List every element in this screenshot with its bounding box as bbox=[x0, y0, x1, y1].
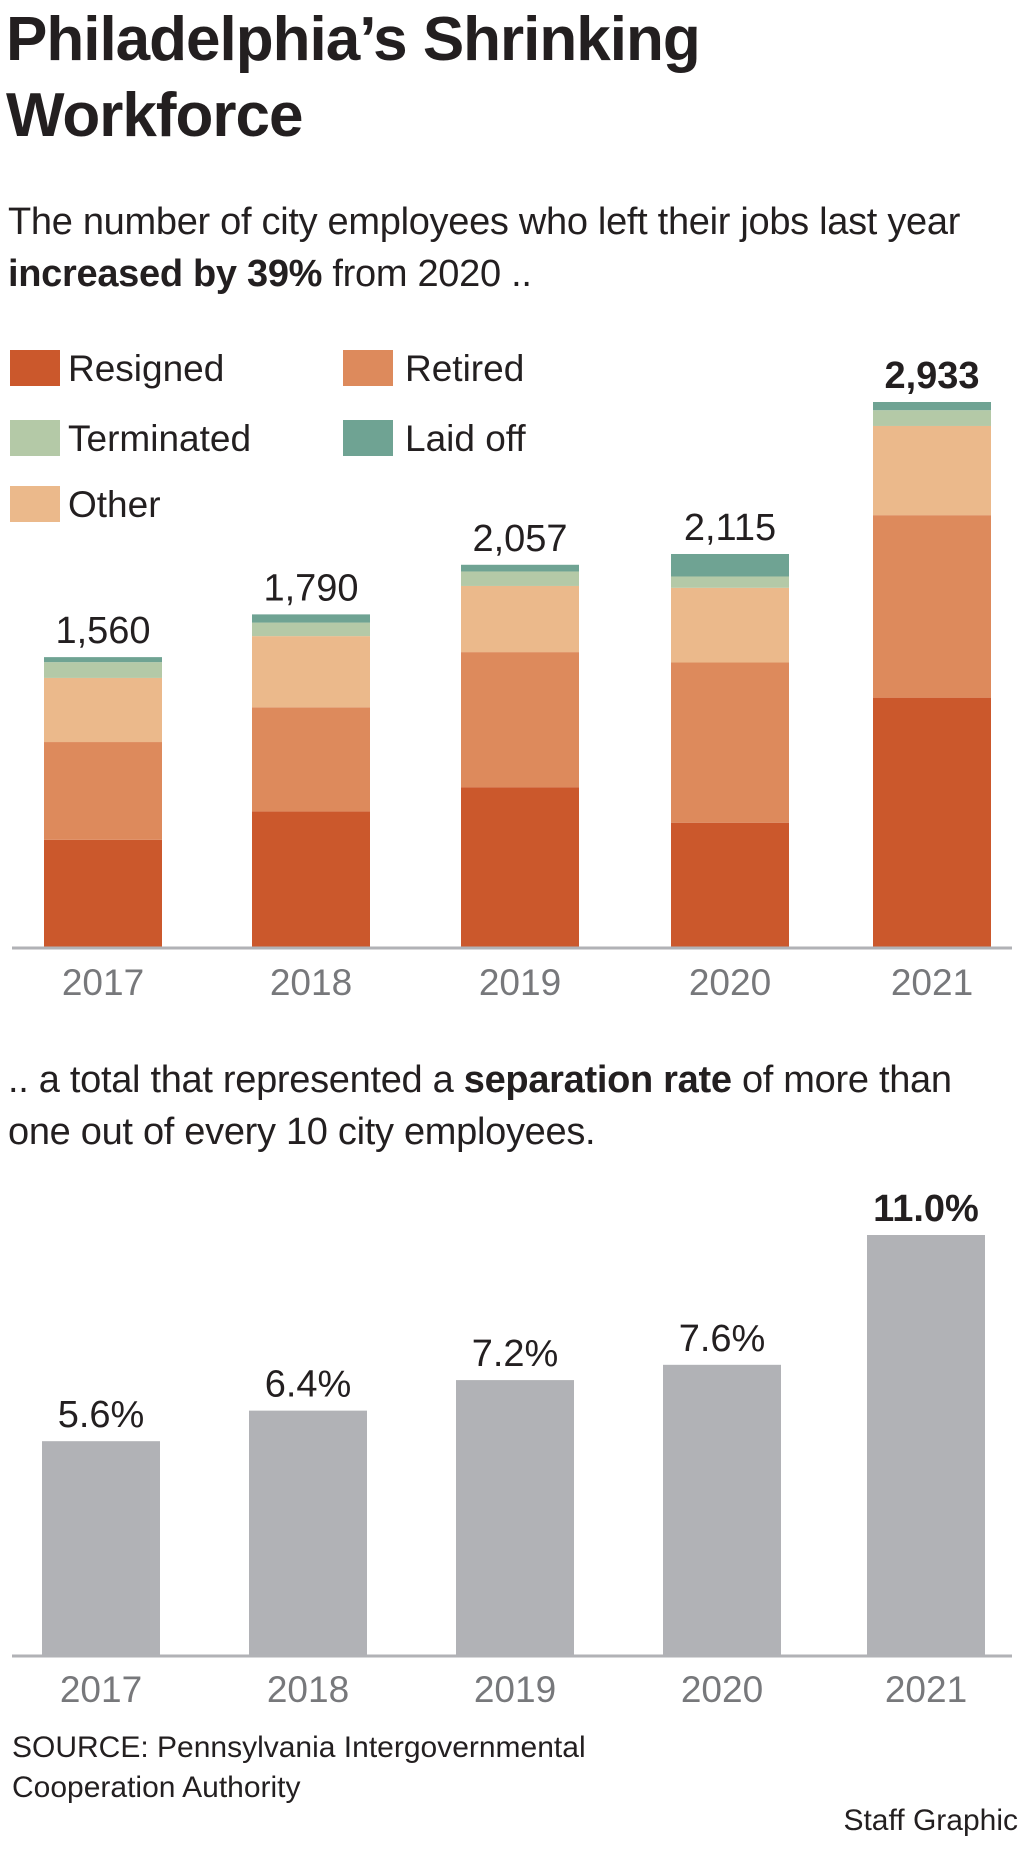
x-tick-label: 2019 bbox=[474, 1669, 556, 1710]
legend-swatch-retired bbox=[343, 350, 393, 386]
intro-bold: increased by 39% bbox=[8, 253, 323, 295]
x-tick-label: 2020 bbox=[681, 1669, 763, 1710]
intro-before: The number of city employees who left th… bbox=[8, 201, 961, 243]
x-tick-label: 2021 bbox=[891, 962, 973, 1003]
legend-swatch-resigned bbox=[10, 350, 60, 386]
bar-segment-laid-off-2021 bbox=[873, 402, 991, 411]
legend-label: Terminated bbox=[68, 418, 251, 459]
second-before: .. a total that represented a bbox=[8, 1059, 464, 1101]
total-label: 2,057 bbox=[472, 518, 567, 560]
bar-2018 bbox=[249, 1410, 367, 1655]
total-label: 1,790 bbox=[263, 567, 358, 609]
bar-segment-other-2018 bbox=[252, 636, 370, 708]
total-label: 2,933 bbox=[884, 355, 979, 397]
bar-segment-resigned-2021 bbox=[873, 697, 991, 947]
second-text: .. a total that represented a separation… bbox=[8, 1054, 1008, 1158]
bar-segment-retired-2018 bbox=[252, 707, 370, 812]
legend-label: Resigned bbox=[68, 348, 224, 389]
bar-segment-retired-2017 bbox=[44, 742, 162, 840]
value-label: 11.0% bbox=[873, 1188, 979, 1230]
x-tick-label: 2020 bbox=[689, 962, 771, 1003]
bar-segment-other-2019 bbox=[461, 585, 579, 653]
legend-label: Retired bbox=[405, 348, 524, 389]
legend-label: Other bbox=[68, 484, 161, 525]
bar-segment-laid-off-2020 bbox=[671, 553, 789, 577]
bar-segment-terminated-2021 bbox=[873, 410, 991, 426]
value-label: 5.6% bbox=[58, 1394, 145, 1436]
x-tick-label: 2017 bbox=[60, 1669, 142, 1710]
bar-segment-resigned-2020 bbox=[671, 822, 789, 947]
x-tick-label: 2018 bbox=[270, 962, 352, 1003]
bar-segment-retired-2019 bbox=[461, 652, 579, 788]
credit: Staff Graphic bbox=[843, 1804, 1018, 1837]
value-label: 6.4% bbox=[265, 1364, 352, 1406]
bar-segment-terminated-2017 bbox=[44, 662, 162, 678]
bar-segment-retired-2020 bbox=[671, 662, 789, 823]
legend-swatch-terminated bbox=[10, 420, 60, 456]
bar-segment-terminated-2018 bbox=[252, 622, 370, 637]
x-tick-label: 2018 bbox=[267, 1669, 349, 1710]
x-tick-label: 2017 bbox=[62, 962, 144, 1003]
value-label: 7.2% bbox=[472, 1333, 559, 1375]
bar-segment-terminated-2019 bbox=[461, 571, 579, 586]
total-label: 1,560 bbox=[55, 610, 150, 652]
bar-segment-terminated-2020 bbox=[671, 576, 789, 588]
bar-segment-other-2020 bbox=[671, 587, 789, 663]
intro-after: from 2020 .. bbox=[322, 253, 532, 295]
x-tick-label: 2019 bbox=[479, 962, 561, 1003]
intro-text: The number of city employees who left th… bbox=[8, 196, 1008, 300]
legend-label: Laid off bbox=[405, 418, 526, 459]
chart-title: Philadelphia’s Shrinking Workforce bbox=[6, 5, 701, 150]
legend-swatch-other bbox=[10, 486, 60, 522]
total-label: 2,115 bbox=[684, 507, 776, 549]
bar-segment-other-2021 bbox=[873, 425, 991, 516]
bar-2020 bbox=[663, 1364, 781, 1655]
bar-segment-resigned-2019 bbox=[461, 787, 579, 947]
bar-segment-resigned-2017 bbox=[44, 839, 162, 947]
value-label: 7.6% bbox=[679, 1318, 766, 1360]
bar-segment-retired-2021 bbox=[873, 515, 991, 698]
bar-2021 bbox=[867, 1235, 985, 1655]
bar-segment-laid-off-2019 bbox=[461, 564, 579, 572]
bar-segment-resigned-2018 bbox=[252, 811, 370, 947]
second-bold: separation rate bbox=[463, 1059, 732, 1101]
x-tick-label: 2021 bbox=[885, 1669, 967, 1710]
legend-swatch-laid-off bbox=[343, 420, 393, 456]
source-note: SOURCE: Pennsylvania Intergovernmental C… bbox=[12, 1731, 586, 1804]
second-after: of more than one out of every 10 city em… bbox=[8, 1059, 952, 1153]
bar-segment-other-2017 bbox=[44, 677, 162, 743]
separation-rate-chart: 5.6% 2017 6.4% 2018 7.2% 2019 7.6% 2020 11.0% 202… bbox=[12, 1188, 1012, 1710]
bar-2019 bbox=[456, 1380, 574, 1655]
bar-segment-laid-off-2017 bbox=[44, 657, 162, 663]
bar-segment-laid-off-2018 bbox=[252, 614, 370, 623]
bar-2017 bbox=[42, 1441, 160, 1655]
stacked-bar-chart: Resigned Retired Terminated Laid off Other 1,… bbox=[10, 348, 1012, 1003]
